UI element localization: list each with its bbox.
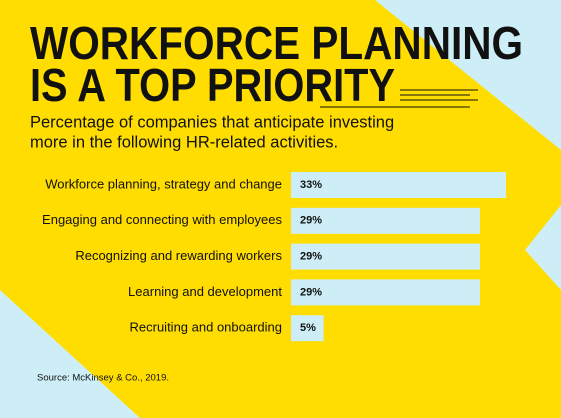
- bar: [291, 315, 324, 342]
- category-label: Recognizing and rewarding workers: [75, 248, 282, 263]
- background-shape: [375, 0, 561, 150]
- chart-subtitle: more in the following HR-related activit…: [30, 133, 338, 151]
- value-label: 33%: [300, 179, 322, 191]
- value-label: 29%: [300, 286, 322, 298]
- chart-subtitle: Percentage of companies that anticipate …: [30, 113, 394, 131]
- value-label: 29%: [300, 251, 322, 263]
- bar: [291, 243, 480, 270]
- bar: [291, 207, 480, 234]
- source-note: Source: McKinsey & Co., 2019.: [37, 373, 169, 384]
- decoration: [320, 89, 478, 108]
- background-shape: [525, 205, 561, 290]
- bar: [291, 279, 480, 306]
- value-label: 5%: [300, 322, 316, 334]
- background-shape: [0, 290, 140, 418]
- category-label: Engaging and connecting with employees: [42, 212, 282, 227]
- chart-title: IS A TOP PRIORITY: [30, 59, 395, 111]
- bar: [291, 172, 506, 198]
- category-label: Workforce planning, strategy and change: [45, 176, 282, 191]
- value-label: 29%: [300, 215, 322, 227]
- category-label: Recruiting and onboarding: [130, 320, 283, 335]
- category-label: Learning and development: [128, 284, 282, 299]
- chart-title: WORKFORCE PLANNING: [30, 17, 523, 69]
